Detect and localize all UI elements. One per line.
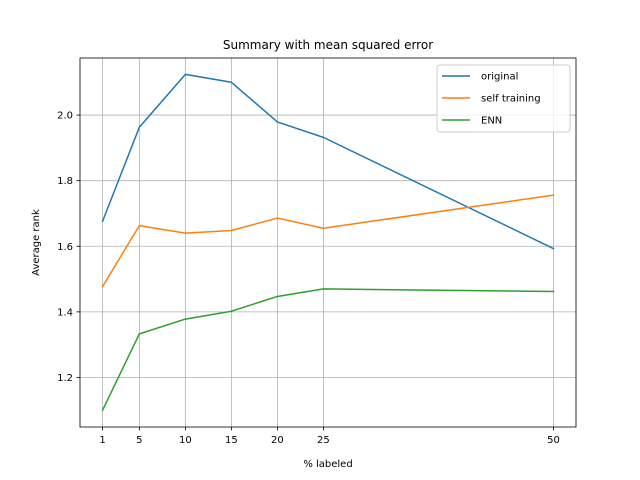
y-axis-ticks: 1.2 1.4 1.6 1.8 2.0	[57, 111, 80, 384]
y-axis-label: Average rank	[31, 209, 42, 276]
series-lines	[101, 73, 555, 412]
legend-label: self training	[481, 94, 541, 105]
x-tick-label: 15	[225, 435, 238, 446]
y-tick-label: 1.2	[57, 373, 73, 384]
x-axis-ticks: 1 5 10 15 20 25 50	[99, 427, 560, 446]
chart-title: Summary with mean squared error	[223, 38, 433, 52]
x-axis-label: % labeled	[303, 459, 352, 470]
y-tick-label: 1.6	[57, 242, 73, 253]
plot-frame	[79, 57, 577, 428]
x-tick-label: 20	[271, 435, 284, 446]
y-tick-label: 2.0	[57, 111, 73, 122]
y-tick-label: 1.8	[57, 176, 73, 187]
grid-lines	[80, 58, 576, 427]
legend-label: ENN	[481, 116, 502, 127]
legend-label: original	[481, 72, 518, 83]
x-tick-label: 10	[179, 435, 192, 446]
x-tick-label: 5	[136, 435, 142, 446]
x-tick-label: 25	[317, 435, 330, 446]
y-tick-label: 1.4	[57, 307, 73, 318]
series-line-original	[101, 73, 555, 250]
series-line-enn	[101, 288, 555, 412]
x-tick-label: 50	[547, 435, 560, 446]
legend-box	[436, 64, 571, 133]
legend-items: original self training ENN	[442, 72, 541, 127]
x-tick-label: 1	[99, 435, 105, 446]
series-line-self-training	[101, 194, 555, 288]
legend: original self training ENN	[436, 64, 571, 133]
